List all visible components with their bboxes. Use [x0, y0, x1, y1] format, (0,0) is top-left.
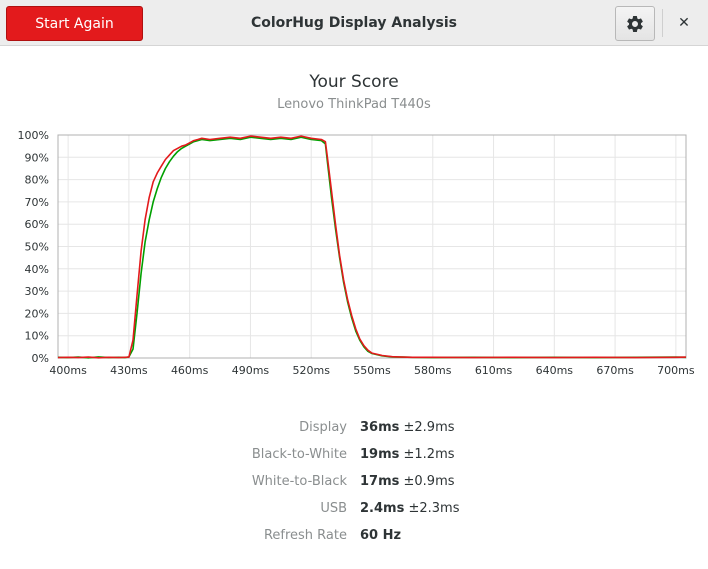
y-tick-label: 40%	[25, 263, 49, 276]
x-tick-label: 460ms	[171, 364, 209, 377]
stat-uncertainty: ±1.2ms	[399, 447, 455, 462]
stat-label: Refresh Rate	[263, 528, 347, 543]
stat-label: Black-to-White	[251, 447, 347, 462]
response-chart: 0% 10% 20% 30% 40% 50% 60% 70% 80% 90% 100% 400ms 43…	[18, 129, 695, 377]
start-again-button[interactable]: Start Again	[6, 6, 143, 41]
stat-value: 60 Hz	[360, 528, 401, 543]
y-tick-label: 10%	[25, 330, 49, 343]
stat-main-value: 60 Hz	[360, 528, 402, 543]
x-tick-label: 520ms	[292, 364, 330, 377]
stat-row: Black-to-White 19ms ±1.2ms	[0, 447, 708, 467]
x-tick-label: 550ms	[353, 364, 391, 377]
score-title: Your Score	[309, 72, 399, 92]
close-icon: ✕	[678, 15, 690, 31]
y-tick-label: 0%	[32, 352, 49, 365]
stat-value: 36ms ±2.9ms	[360, 420, 455, 435]
stat-label: White-to-Black	[251, 474, 347, 489]
y-tick-label: 60%	[25, 218, 49, 231]
x-tick-label: 610ms	[475, 364, 513, 377]
series-line-1	[57, 135, 687, 359]
stat-main-value: 19ms	[360, 447, 400, 462]
x-tick-label: 580ms	[414, 364, 452, 377]
x-tick-label: 400ms	[49, 364, 87, 377]
stat-row: Display 36ms ±2.9ms	[0, 420, 708, 440]
y-tick-label: 30%	[25, 285, 49, 298]
stat-row: Refresh Rate 60 Hz	[0, 528, 708, 548]
close-button[interactable]: ✕	[670, 11, 698, 35]
stat-uncertainty: ±2.9ms	[399, 420, 455, 435]
title-bar: Start Again ColorHug Display Analysis ✕	[0, 0, 708, 46]
stat-row: USB 2.4ms ±2.3ms	[0, 501, 708, 521]
x-tick-label: 670ms	[596, 364, 634, 377]
stat-row: White-to-Black 17ms ±0.9ms	[0, 474, 708, 494]
y-tick-label: 90%	[25, 151, 49, 164]
stat-value: 19ms ±1.2ms	[360, 447, 455, 462]
y-tick-label: 80%	[25, 174, 49, 187]
stat-uncertainty: ±0.9ms	[399, 474, 455, 489]
stat-main-value: 17ms	[360, 474, 400, 489]
stat-value: 17ms ±0.9ms	[360, 474, 455, 489]
x-tick-label: 430ms	[110, 364, 148, 377]
y-tick-label: 50%	[25, 241, 49, 254]
stat-value: 2.4ms ±2.3ms	[360, 501, 459, 516]
settings-button[interactable]	[615, 6, 655, 41]
x-tick-label: 640ms	[536, 364, 574, 377]
y-tick-label: 70%	[25, 196, 49, 209]
y-tick-label: 100%	[18, 129, 49, 142]
gear-icon	[627, 15, 643, 32]
stat-uncertainty: ±2.3ms	[404, 501, 460, 516]
stat-main-value: 2.4ms	[360, 501, 405, 516]
stat-label: USB	[320, 501, 347, 516]
stat-label: Display	[299, 420, 347, 435]
stat-main-value: 36ms	[360, 420, 400, 435]
display-model: Lenovo ThinkPad T440s	[277, 97, 431, 112]
plot-frame	[57, 134, 687, 359]
x-tick-label: 700ms	[657, 364, 695, 377]
x-tick-label: 490ms	[232, 364, 270, 377]
title-bar-separator	[662, 9, 663, 37]
y-tick-label: 20%	[25, 307, 49, 320]
